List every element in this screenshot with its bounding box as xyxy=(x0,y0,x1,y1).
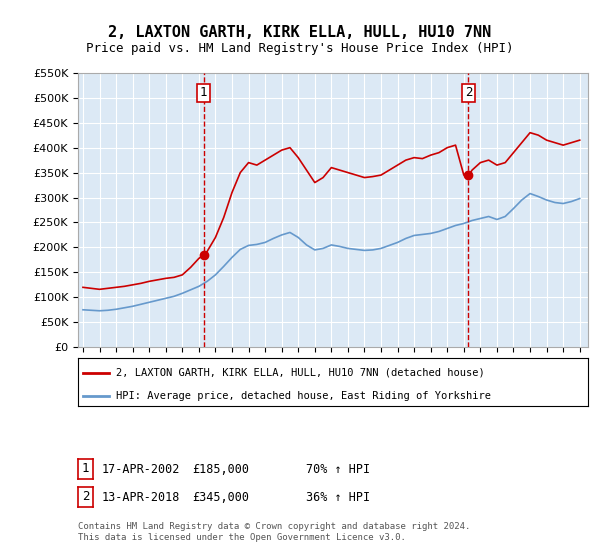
Text: Price paid vs. HM Land Registry's House Price Index (HPI): Price paid vs. HM Land Registry's House … xyxy=(86,42,514,55)
Text: HPI: Average price, detached house, East Riding of Yorkshire: HPI: Average price, detached house, East… xyxy=(116,391,491,402)
Text: 36% ↑ HPI: 36% ↑ HPI xyxy=(306,491,370,504)
Text: 2, LAXTON GARTH, KIRK ELLA, HULL, HU10 7NN (detached house): 2, LAXTON GARTH, KIRK ELLA, HULL, HU10 7… xyxy=(116,368,485,377)
Text: Contains HM Land Registry data © Crown copyright and database right 2024.: Contains HM Land Registry data © Crown c… xyxy=(78,522,470,531)
Text: 13-APR-2018: 13-APR-2018 xyxy=(102,491,181,504)
Text: 2: 2 xyxy=(464,86,472,99)
Text: 70% ↑ HPI: 70% ↑ HPI xyxy=(306,463,370,476)
Text: 1: 1 xyxy=(82,463,89,475)
Text: 1: 1 xyxy=(200,86,208,99)
Text: £345,000: £345,000 xyxy=(192,491,249,504)
Text: This data is licensed under the Open Government Licence v3.0.: This data is licensed under the Open Gov… xyxy=(78,533,406,543)
Text: 17-APR-2002: 17-APR-2002 xyxy=(102,463,181,476)
Text: £185,000: £185,000 xyxy=(192,463,249,476)
Text: 2: 2 xyxy=(82,491,89,503)
Text: 2, LAXTON GARTH, KIRK ELLA, HULL, HU10 7NN: 2, LAXTON GARTH, KIRK ELLA, HULL, HU10 7… xyxy=(109,25,491,40)
